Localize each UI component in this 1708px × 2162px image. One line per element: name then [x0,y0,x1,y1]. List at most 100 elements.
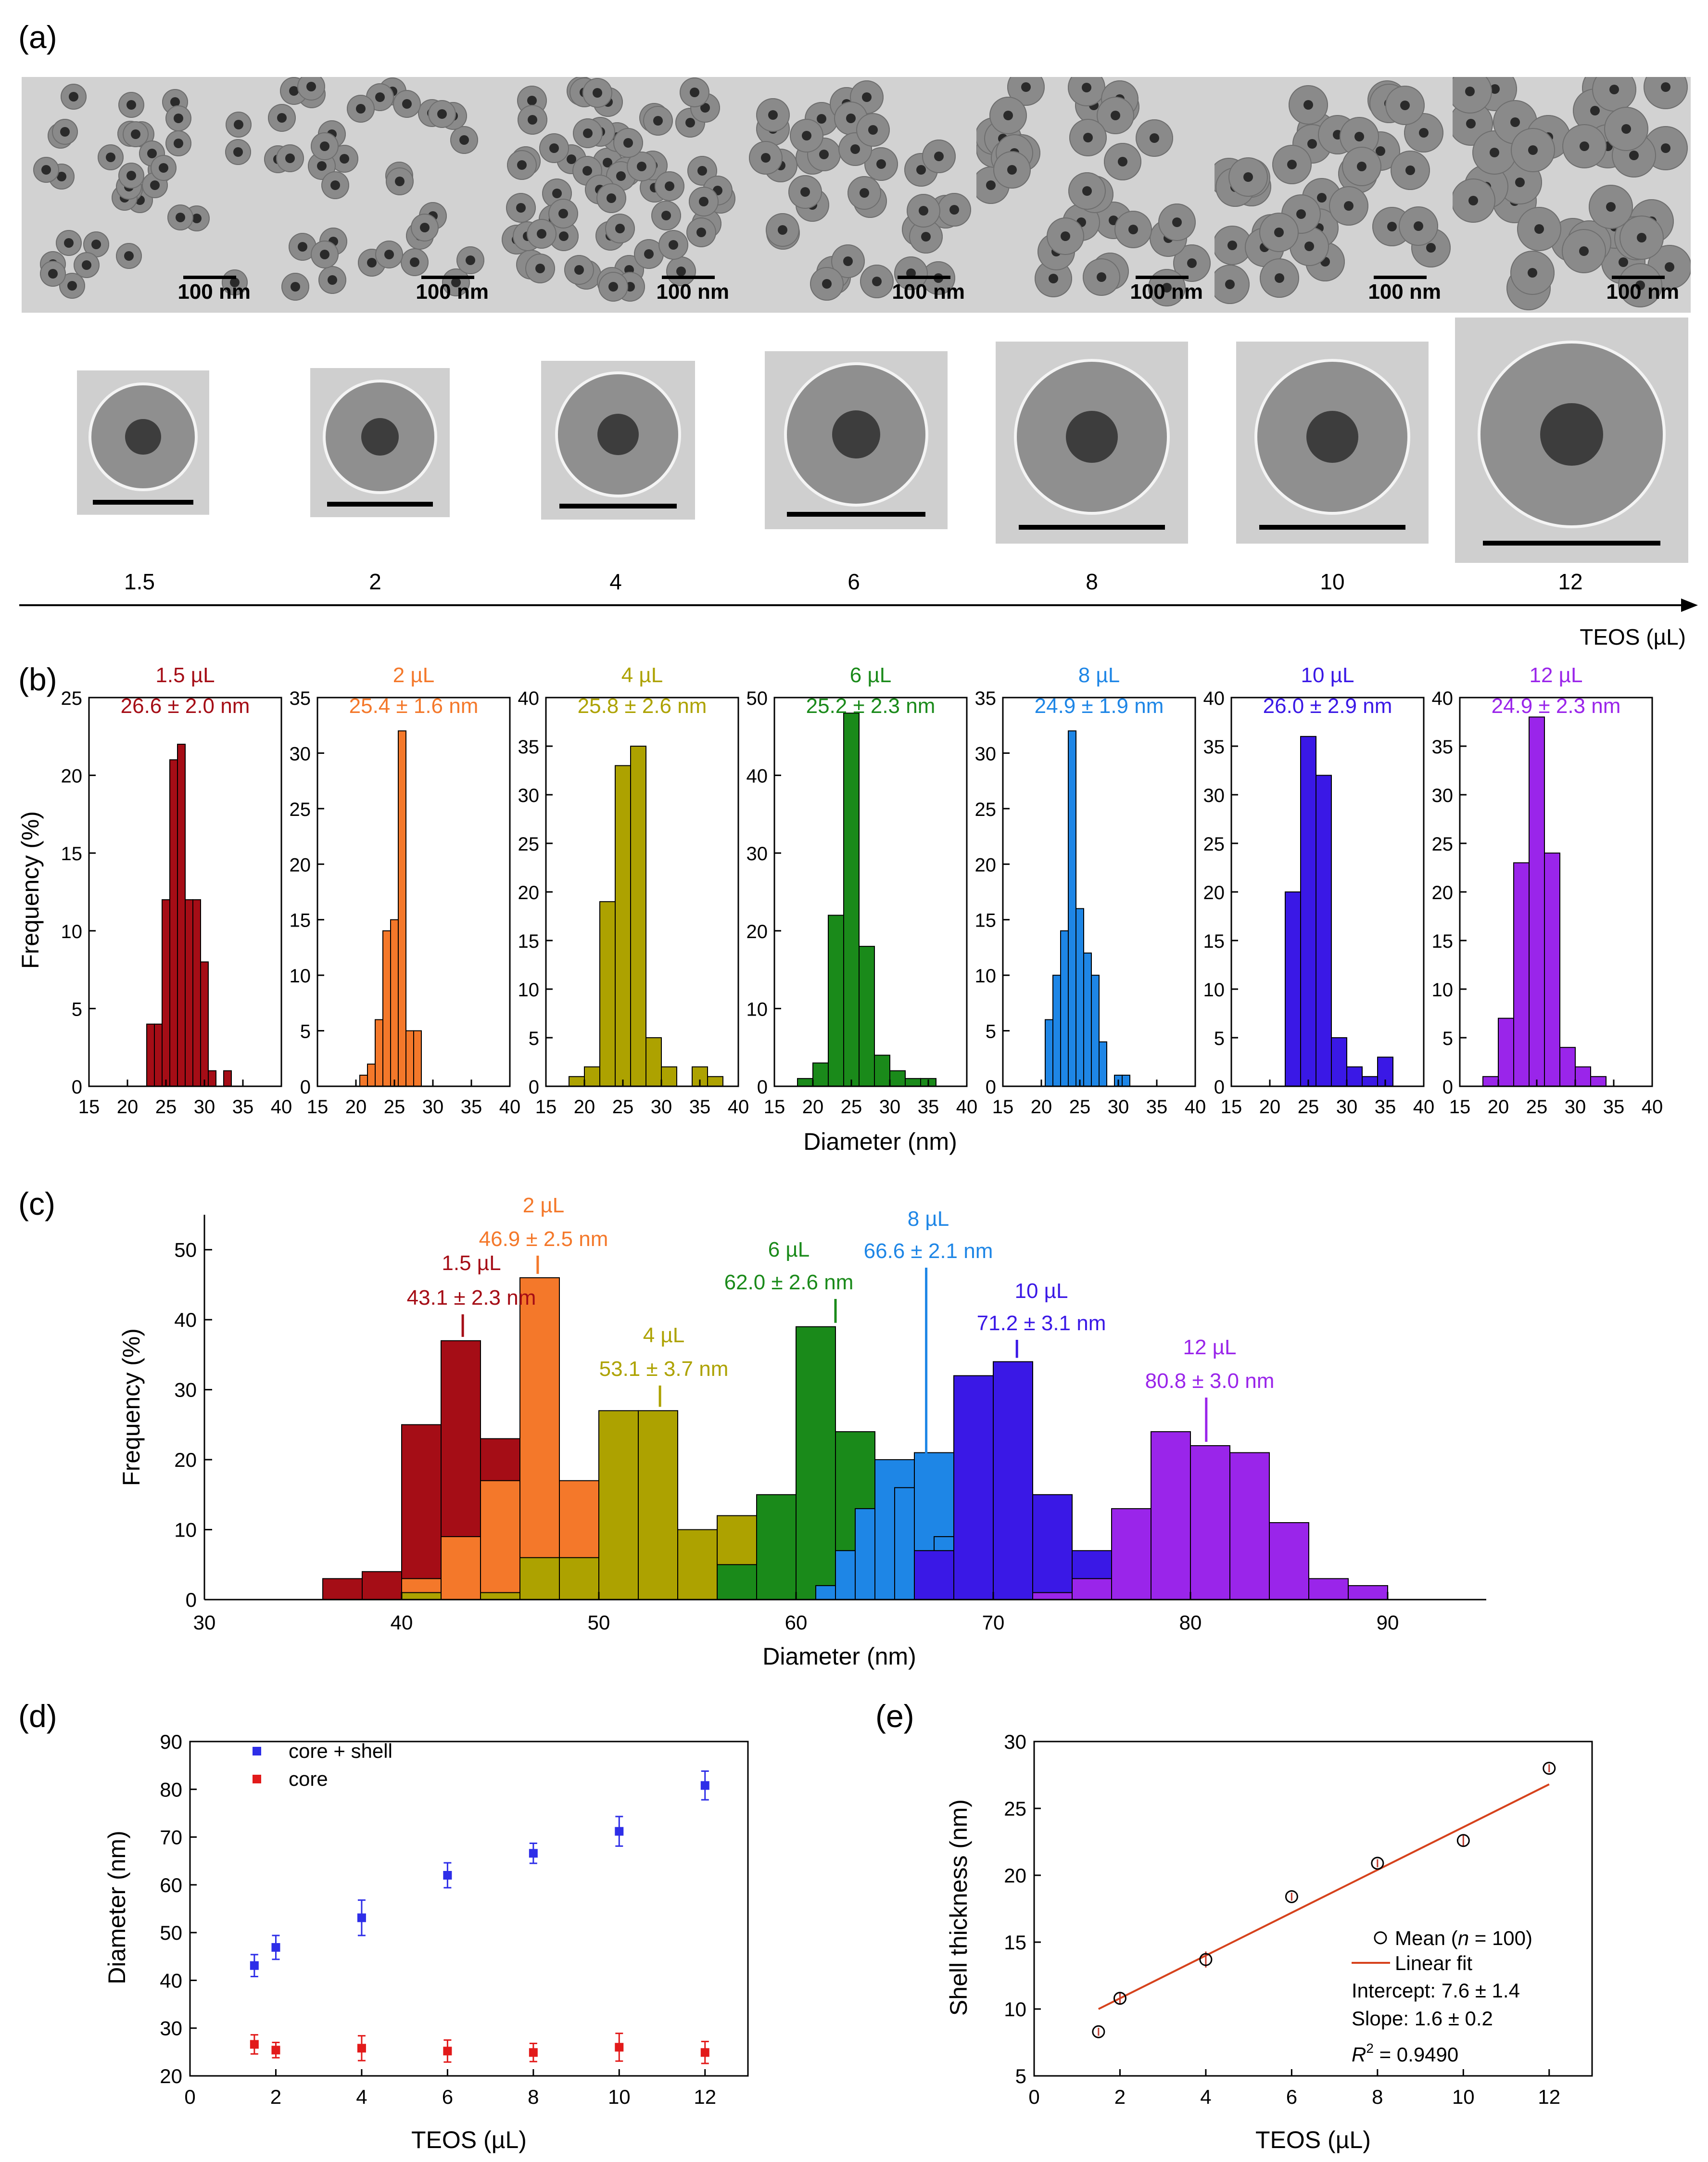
teos-axis-arrowhead [1681,598,1698,612]
y-tick-label: 0 [1214,1077,1225,1098]
legend-swatch [253,1747,261,1755]
x-tick-label: 40 [499,1096,521,1118]
histogram-bar [1060,930,1069,1087]
x-tick-label: 35 [918,1096,939,1118]
legend-n-symbol: n [1458,1927,1469,1949]
series-name-label: 6 µL [850,663,892,687]
y-tick-label: 10 [1203,979,1225,1001]
x-tick-label: 40 [1413,1096,1435,1118]
x-tick-label: 15 [307,1096,329,1118]
fit-slope-label: Slope: 1.6 ± 0.2 [1352,2007,1493,2030]
gold-core-particle [41,165,51,175]
gold-core-particle [1003,111,1013,121]
histogram-bar [519,1557,560,1601]
histogram-bar [559,1557,599,1601]
series-annotation: 1.5 µL 43.1 ± 2.3 nm [407,1251,536,1337]
series-stat-label: 26.6 ± 2.0 nm [121,694,250,718]
x-axis-label: TEOS (µL) [411,2126,527,2153]
gold-core-particle [1162,282,1172,293]
tem-closeup-image [996,342,1188,544]
scale-bar-label: 100 nm [1368,280,1441,304]
data-point [1456,1834,1470,1847]
histogram-panel: 0 10 20 30 40 50 15 20 25 30 35 40 6 µL 25.2 ± 2.3 nm [746,663,978,1118]
tem-closeup-image [541,361,695,520]
scale-bar [898,276,950,279]
gold-core-particle [451,277,461,287]
histogram-bar [480,1480,520,1601]
y-tick-label: 35 [518,737,540,758]
gold-core-particle [306,82,316,92]
gold-core-particle [801,131,811,141]
gold-core-particle [1118,156,1128,166]
gold-core-particle [1296,209,1306,219]
x-tick-label: 35 [1603,1096,1625,1118]
y-tick-label: 30 [160,2017,182,2040]
y-tick-label: 20 [61,766,83,787]
gold-core-particle [330,180,340,191]
x-tick-label: 35 [1146,1096,1168,1118]
x-axis-label: Diameter (nm) [762,1643,916,1670]
fit-r2-label: R2 = 0.9490 [1352,2041,1458,2066]
tem-overview-image: 100 nm [500,77,741,313]
gold-core-particle [552,188,562,198]
scale-bar [1136,276,1189,279]
x-tick-label: 10 [1452,2086,1475,2108]
gold-core-particle [608,282,619,292]
histogram-bar [169,759,178,1087]
histogram-bar [756,1494,797,1600]
y-tick-label: 40 [746,766,768,787]
y-tick-label: 10 [174,1519,197,1541]
y-tick-label: 10 [518,979,540,1001]
gold-core-particle [1227,241,1238,251]
gold-core-particle [1629,151,1639,161]
gold-core-particle [1082,186,1092,196]
x-tick-label: 12 [694,2086,716,2108]
gold-core-particle [819,149,829,159]
gold-core-particle [173,114,183,124]
y-tick-label: 20 [1203,882,1225,903]
gold-core-particle [60,127,70,137]
x-tick-label: 30 [193,1611,216,1634]
gold-core-particle [150,180,160,190]
series-name-label: 12 µL [1183,1335,1237,1359]
histogram-bar [192,899,201,1087]
gold-core-particle [1225,279,1235,289]
y-tick-label: 30 [975,743,997,764]
y-tick-label: 15 [290,910,311,931]
plot-frame [773,697,968,1087]
x-tick-label: 15 [1221,1096,1242,1118]
series-stat-label: 24.9 ± 1.9 nm [1035,694,1164,718]
gold-core-particle [685,117,696,127]
teos-value-label: 10 [1320,569,1344,594]
y-tick-label: 0 [529,1077,539,1098]
legend-marker [1374,1931,1387,1945]
gold-core-particle [859,188,869,198]
gold-core-particle [125,419,161,455]
x-tick-label: 15 [1449,1096,1471,1118]
gold-core-particle [170,97,180,107]
histogram-bar [322,1578,363,1600]
teos-value-label: 1.5 [124,569,155,594]
gold-core-particle [615,224,625,234]
tem-closeup-image [1236,342,1429,544]
histogram-panel: 0 5 10 15 20 25 30 35 40 15 20 25 30 35 40 4 µL 25.8 ± 2… [518,663,749,1118]
y-tick-label: 15 [1432,931,1454,952]
teos-value-label: 6 [848,569,860,594]
legend-n-value: = 100) [1469,1927,1532,1949]
series-annotation: 10 µL 71.2 ± 3.1 nm [977,1279,1106,1358]
panel-label-c: (c) [18,1186,55,1221]
series-stat-label: 25.4 ± 1.6 nm [349,694,479,718]
y-tick-label: 20 [174,1449,197,1471]
data-point [271,1943,280,1952]
gold-core-particle [410,257,420,267]
x-tick-label: 40 [271,1096,292,1118]
y-tick-label: 0 [72,1077,82,1098]
gold-core-particle [558,208,569,218]
scale-bar [327,502,433,507]
teos-axis-label: TEOS (µL) [1580,624,1686,649]
histogram-bar [1083,952,1092,1087]
x-tick-label: 40 [1642,1096,1663,1118]
tem-overview-image: 100 nm [741,77,976,313]
x-tick-label: 2 [270,2086,281,2108]
gold-core-particle [644,249,654,259]
